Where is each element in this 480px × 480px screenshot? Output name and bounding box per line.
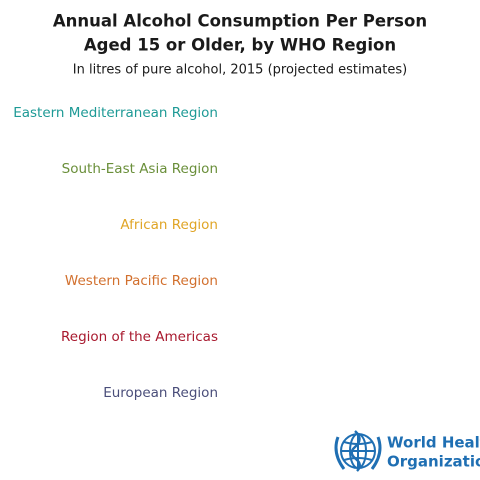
region-label: Region of the Americas <box>61 329 218 345</box>
region-label: Eastern Mediterranean Region <box>13 105 218 121</box>
region-label: Western Pacific Region <box>65 273 218 289</box>
region-label: African Region <box>120 217 218 233</box>
region-label: European Region <box>103 385 218 401</box>
title-line: Annual Alcohol Consumption Per Person <box>53 12 427 31</box>
region-label: South-East Asia Region <box>62 161 218 177</box>
subtitle: In litres of pure alcohol, 2015 (project… <box>73 63 407 78</box>
who-emblem <box>334 430 382 472</box>
logo-text: World Health <box>387 434 480 452</box>
logo-text: Organization <box>387 453 480 471</box>
title-line: Aged 15 or Older, by WHO Region <box>84 36 396 55</box>
